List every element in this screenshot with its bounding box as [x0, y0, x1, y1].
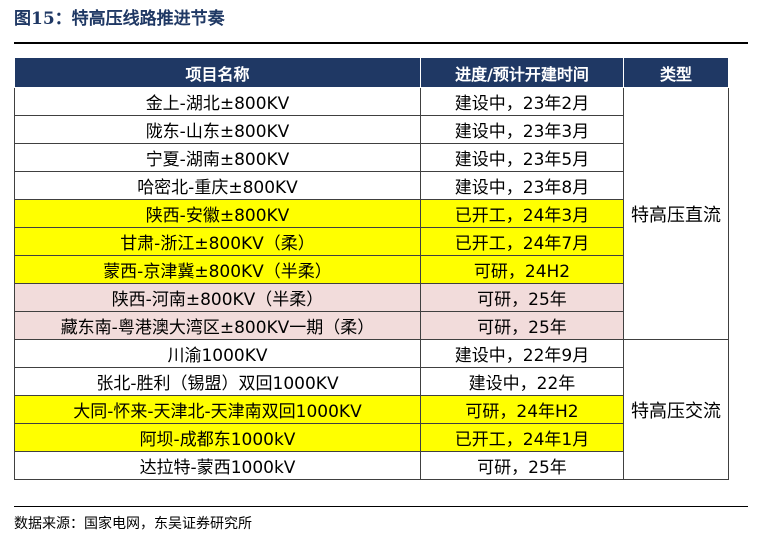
progress-cell: 可研，24年H2 — [420, 395, 624, 424]
table-row: 金上-湖北±800KV 建设中，23年2月 特高压直流 — [14, 87, 729, 340]
table-row: 阿坝-成都东1000kV 已开工，24年1月 — [14, 423, 729, 452]
table-row: 大同-怀来-天津北-天津南双回1000KV 可研，24年H2 — [14, 395, 729, 424]
table-body: 金上-湖北±800KV 建设中，23年2月 特高压直流 陇东-山东±800KV 建设中，… — [14, 87, 729, 480]
progress-cell: 建设中，22年9月 — [420, 339, 624, 368]
project-name-cell: 宁夏-湖南±800KV — [14, 143, 421, 172]
table-row: 陕西-安徽±800KV 已开工，24年3月 — [14, 199, 729, 228]
table-row: 陇东-山东±800KV 建设中，23年3月 — [14, 115, 729, 144]
project-name-cell: 达拉特-蒙西1000kV — [14, 451, 421, 480]
header-progress: 进度/预计开建时间 — [420, 57, 624, 88]
project-name-cell: 大同-怀来-天津北-天津南双回1000KV — [14, 395, 421, 424]
progress-cell: 可研，25年 — [420, 283, 624, 312]
project-name-cell: 哈密北-重庆±800KV — [14, 171, 421, 200]
type-cell: 特高压直流 — [623, 87, 729, 340]
title-rule — [14, 42, 748, 44]
progress-cell: 可研，25年 — [420, 311, 624, 340]
table-row: 川渝1000KV 建设中，22年9月 特高压交流 — [14, 339, 729, 480]
source-rule — [14, 506, 748, 507]
header-project-name: 项目名称 — [14, 57, 421, 88]
header-type: 类型 — [623, 57, 729, 88]
project-name-cell: 张北-胜利（锡盟）双回1000KV — [14, 367, 421, 396]
progress-cell: 已开工，24年7月 — [420, 227, 624, 256]
progress-cell: 建设中，23年3月 — [420, 115, 624, 144]
progress-cell: 建设中，23年5月 — [420, 143, 624, 172]
figure-title: 图15：特高压线路推进节奏 — [14, 9, 225, 29]
table-row: 宁夏-湖南±800KV 建设中，23年5月 — [14, 143, 729, 172]
table-row: 达拉特-蒙西1000kV 可研，25年 — [14, 451, 729, 480]
project-name-cell: 金上-湖北±800KV — [14, 87, 421, 116]
uhv-lines-table: 项目名称 进度/预计开建时间 类型 金上-湖北±800KV 建设中，23年2月 特高… — [14, 57, 729, 480]
progress-cell: 建设中，22年 — [420, 367, 624, 396]
table-row: 蒙西-京津冀±800KV（半柔） 可研，24H2 — [14, 255, 729, 284]
progress-cell: 已开工，24年1月 — [420, 423, 624, 452]
source-note: 数据来源：国家电网，东吴证券研究所 — [14, 516, 252, 532]
project-name-cell: 陕西-河南±800KV（半柔） — [14, 283, 421, 312]
progress-cell: 已开工，24年3月 — [420, 199, 624, 228]
progress-cell: 可研，24H2 — [420, 255, 624, 284]
project-name-cell: 藏东南-粤港澳大湾区±800KV一期（柔） — [14, 311, 421, 340]
table-row: 藏东南-粤港澳大湾区±800KV一期（柔） 可研，25年 — [14, 311, 729, 340]
project-name-cell: 陕西-安徽±800KV — [14, 199, 421, 228]
table-row: 甘肃-浙江±800KV（柔） 已开工，24年7月 — [14, 227, 729, 256]
project-name-cell: 甘肃-浙江±800KV（柔） — [14, 227, 421, 256]
project-name-cell: 陇东-山东±800KV — [14, 115, 421, 144]
project-name-cell: 蒙西-京津冀±800KV（半柔） — [14, 255, 421, 284]
project-name-cell: 阿坝-成都东1000kV — [14, 423, 421, 452]
type-cell: 特高压交流 — [623, 339, 729, 480]
progress-cell: 建设中，23年2月 — [420, 87, 624, 116]
table-row: 陕西-河南±800KV（半柔） 可研，25年 — [14, 283, 729, 312]
table-row: 哈密北-重庆±800KV 建设中，23年8月 — [14, 171, 729, 200]
project-name-cell: 川渝1000KV — [14, 339, 421, 368]
table-row: 张北-胜利（锡盟）双回1000KV 建设中，22年 — [14, 367, 729, 396]
progress-cell: 建设中，23年8月 — [420, 171, 624, 200]
progress-cell: 可研，25年 — [420, 451, 624, 480]
table-header-row: 项目名称 进度/预计开建时间 类型 — [14, 57, 729, 88]
